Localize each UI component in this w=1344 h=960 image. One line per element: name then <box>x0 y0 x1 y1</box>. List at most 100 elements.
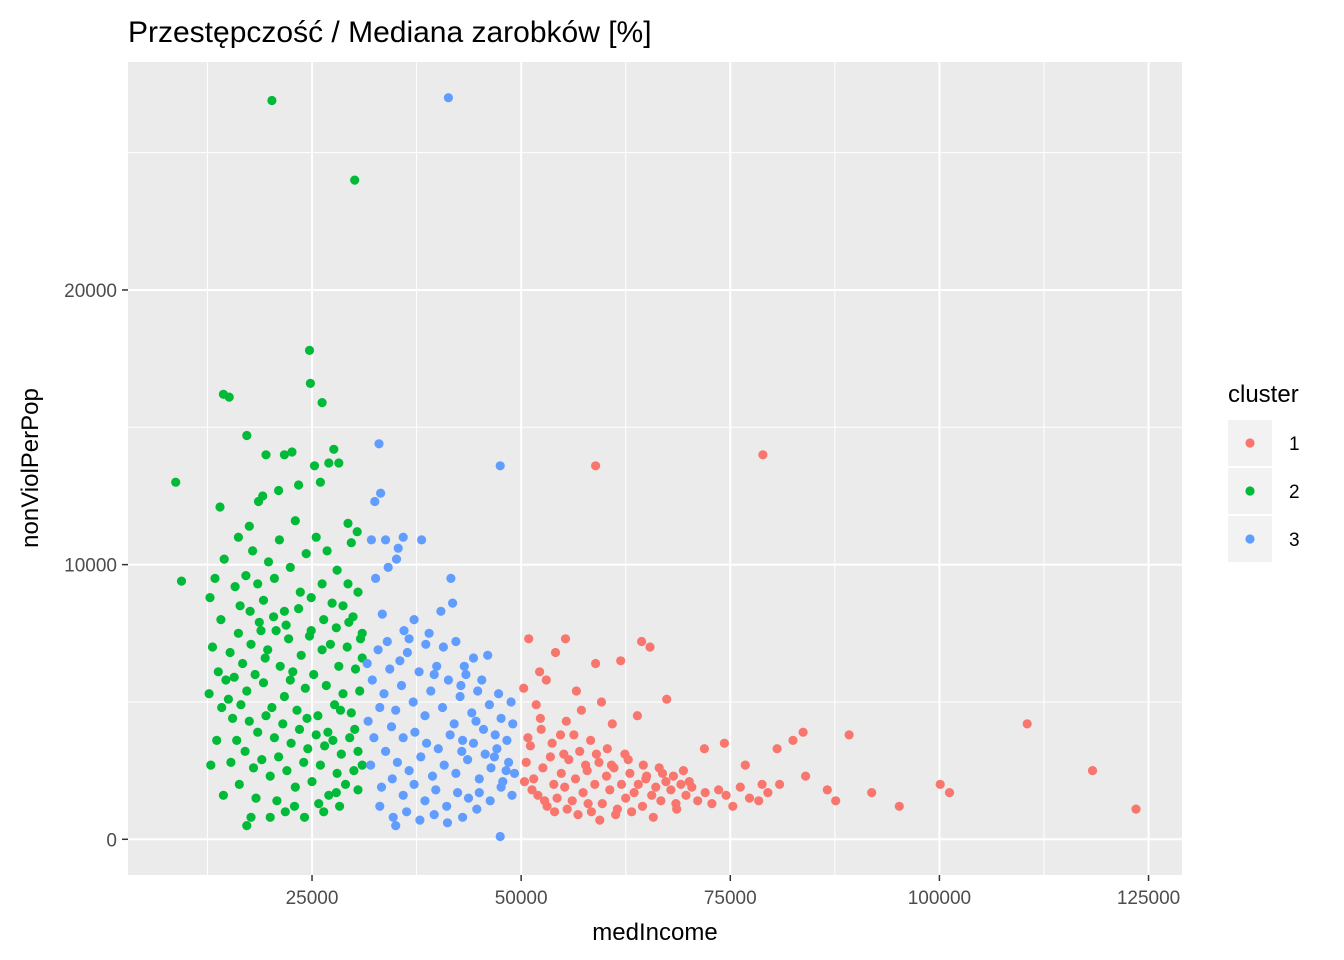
data-point-cluster-2 <box>334 661 344 671</box>
data-point-cluster-1 <box>637 801 648 811</box>
data-point-cluster-3 <box>383 562 393 573</box>
data-point-cluster-1 <box>586 735 596 746</box>
data-point-cluster-2 <box>251 793 261 803</box>
legend-title: cluster <box>1228 381 1299 408</box>
data-point-cluster-2 <box>248 546 258 556</box>
data-point-cluster-2 <box>288 667 298 677</box>
data-point-cluster-2 <box>322 546 332 556</box>
data-point-cluster-2 <box>225 647 235 658</box>
data-point-cluster-2 <box>346 708 356 718</box>
data-point-cluster-2 <box>353 785 363 795</box>
data-point-cluster-3 <box>362 658 372 669</box>
data-point-cluster-2 <box>343 518 353 529</box>
data-point-cluster-2 <box>217 702 227 713</box>
data-point-cluster-1 <box>606 760 617 770</box>
data-point-cluster-2 <box>235 601 245 611</box>
data-point-cluster-2 <box>290 516 300 526</box>
data-point-cluster-2 <box>323 727 333 737</box>
data-point-cluster-3 <box>404 634 414 644</box>
data-point-cluster-1 <box>536 724 546 735</box>
data-point-cluster-2 <box>285 675 295 685</box>
data-point-cluster-1 <box>744 793 755 803</box>
data-point-cluster-1 <box>672 804 682 814</box>
data-point-cluster-1 <box>1131 804 1141 814</box>
data-point-cluster-2 <box>242 821 252 831</box>
data-point-cluster-2 <box>258 678 269 688</box>
data-point-cluster-2 <box>332 565 342 575</box>
data-point-cluster-1 <box>550 807 560 817</box>
data-point-cluster-3 <box>382 636 392 647</box>
data-point-cluster-3 <box>429 669 439 680</box>
data-point-cluster-1 <box>687 782 697 792</box>
data-point-cluster-2 <box>274 535 284 545</box>
data-point-cluster-1 <box>621 793 631 803</box>
data-point-cluster-2 <box>294 604 304 614</box>
data-point-cluster-3 <box>457 746 467 757</box>
data-point-cluster-2 <box>233 628 243 638</box>
data-point-cluster-3 <box>381 746 391 757</box>
data-point-cluster-2 <box>256 626 266 636</box>
data-point-cluster-1 <box>605 785 615 795</box>
data-point-cluster-1 <box>602 744 612 754</box>
data-point-cluster-2 <box>345 733 355 743</box>
data-point-cluster-2 <box>261 711 271 721</box>
data-point-cluster-3 <box>416 752 426 762</box>
data-point-cluster-1 <box>645 642 655 652</box>
x-tick-label: 50000 <box>495 888 548 909</box>
data-points <box>171 93 1141 842</box>
data-point-cluster-3 <box>421 639 431 649</box>
data-point-cluster-2 <box>279 606 289 616</box>
data-point-cluster-2 <box>327 598 337 608</box>
data-point-cluster-3 <box>363 716 373 726</box>
data-point-cluster-2 <box>228 713 238 724</box>
data-point-cluster-2 <box>353 746 363 757</box>
data-point-cluster-1 <box>538 763 548 773</box>
data-point-cluster-2 <box>282 766 292 776</box>
data-point-cluster-1 <box>578 788 588 798</box>
data-point-cluster-3 <box>393 543 403 553</box>
data-point-cluster-1 <box>657 768 668 779</box>
data-point-cluster-1 <box>575 746 585 757</box>
data-point-cluster-3 <box>455 691 465 702</box>
data-point-cluster-1 <box>656 796 666 806</box>
data-point-cluster-1 <box>556 768 566 779</box>
data-point-cluster-1 <box>638 760 648 770</box>
data-point-cluster-3 <box>496 713 506 724</box>
data-point-cluster-3 <box>398 532 408 542</box>
data-point-cluster-2 <box>233 532 243 542</box>
data-point-cluster-1 <box>547 738 557 748</box>
data-point-cluster-3 <box>461 669 471 680</box>
data-point-cluster-3 <box>495 461 505 471</box>
data-point-cluster-3 <box>445 730 455 740</box>
legend-label-1: 1 <box>1289 434 1300 455</box>
data-point-cluster-3 <box>477 675 487 685</box>
data-point-cluster-1 <box>597 799 607 809</box>
data-point-cluster-1 <box>844 730 854 740</box>
plot-panel <box>128 62 1182 875</box>
data-point-cluster-1 <box>540 796 550 806</box>
data-point-cluster-2 <box>350 175 360 185</box>
data-point-cluster-3 <box>395 656 405 666</box>
data-point-cluster-2 <box>207 642 218 652</box>
data-point-cluster-2 <box>230 582 240 592</box>
data-point-cluster-2 <box>265 771 275 781</box>
data-point-cluster-2 <box>248 763 259 773</box>
data-point-cluster-3 <box>483 650 493 660</box>
data-point-cluster-2 <box>294 480 304 490</box>
data-point-cluster-1 <box>541 675 551 685</box>
x-axis-label: medIncome <box>592 919 717 946</box>
data-point-cluster-1 <box>623 755 633 765</box>
data-point-cluster-2 <box>213 667 223 677</box>
data-point-cluster-1 <box>569 730 579 740</box>
data-point-cluster-3 <box>439 760 449 770</box>
data-point-cluster-1 <box>867 788 877 798</box>
data-point-cluster-3 <box>508 719 518 729</box>
data-point-cluster-3 <box>506 697 516 707</box>
y-axis-label: nonViolPerPop <box>17 388 44 548</box>
data-point-cluster-1 <box>721 790 731 800</box>
data-point-cluster-3 <box>398 790 408 800</box>
data-point-cluster-3 <box>369 733 379 743</box>
data-point-cluster-3 <box>366 760 376 770</box>
data-point-cluster-2 <box>338 689 348 699</box>
legend-swatch-2 <box>1245 486 1255 496</box>
